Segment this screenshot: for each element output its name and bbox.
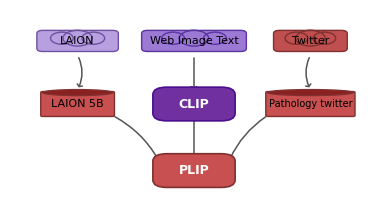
Circle shape (162, 32, 184, 44)
FancyBboxPatch shape (153, 154, 235, 187)
FancyBboxPatch shape (142, 30, 246, 51)
Text: CLIP: CLIP (178, 98, 210, 110)
Text: LAION: LAION (61, 36, 95, 46)
FancyBboxPatch shape (41, 92, 114, 116)
Circle shape (50, 32, 73, 44)
Circle shape (285, 32, 308, 44)
Ellipse shape (268, 90, 353, 95)
Circle shape (204, 32, 226, 44)
FancyBboxPatch shape (153, 87, 235, 121)
FancyBboxPatch shape (37, 30, 118, 51)
FancyBboxPatch shape (274, 30, 347, 51)
Circle shape (179, 30, 209, 46)
Text: LAION 5B: LAION 5B (51, 99, 104, 109)
Text: Pathology twitter: Pathology twitter (268, 99, 352, 109)
Ellipse shape (43, 90, 113, 95)
FancyBboxPatch shape (266, 92, 355, 116)
Text: Twitter: Twitter (292, 36, 329, 46)
Text: PLIP: PLIP (178, 164, 210, 177)
Circle shape (82, 32, 105, 44)
Circle shape (313, 32, 336, 44)
Circle shape (63, 30, 92, 46)
Circle shape (296, 30, 325, 46)
Text: Web Image Text: Web Image Text (150, 36, 238, 46)
